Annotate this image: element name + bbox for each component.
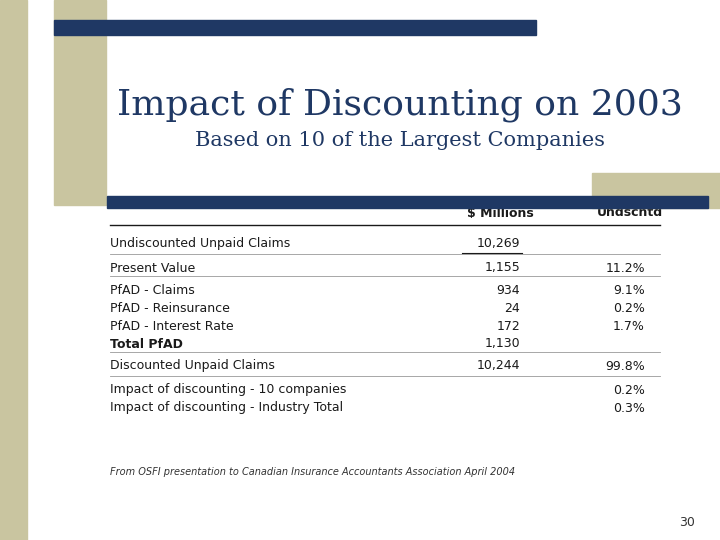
- Text: $ Millions: $ Millions: [467, 206, 534, 219]
- Text: 1.7%: 1.7%: [613, 320, 645, 333]
- Text: 24: 24: [504, 301, 520, 314]
- Text: Impact of discounting - 10 companies: Impact of discounting - 10 companies: [110, 383, 346, 396]
- Text: 9.1%: 9.1%: [613, 284, 645, 296]
- Text: Discounted Unpaid Claims: Discounted Unpaid Claims: [110, 360, 275, 373]
- Text: Undscntd: Undscntd: [597, 206, 663, 219]
- Text: 1,155: 1,155: [485, 261, 520, 274]
- Text: 172: 172: [496, 320, 520, 333]
- Text: Based on 10 of the Largest Companies: Based on 10 of the Largest Companies: [195, 131, 605, 150]
- Text: 0.2%: 0.2%: [613, 383, 645, 396]
- Text: 30: 30: [679, 516, 695, 529]
- Text: 10,244: 10,244: [477, 360, 520, 373]
- Text: Undiscounted Unpaid Claims: Undiscounted Unpaid Claims: [110, 238, 290, 251]
- Text: 0.2%: 0.2%: [613, 301, 645, 314]
- Text: 1,130: 1,130: [485, 338, 520, 350]
- Text: % of: % of: [616, 188, 644, 201]
- Text: Present Value: Present Value: [110, 261, 195, 274]
- Text: PfAD - Interest Rate: PfAD - Interest Rate: [110, 320, 233, 333]
- Text: PfAD - Reinsurance: PfAD - Reinsurance: [110, 301, 230, 314]
- Text: From OSFI presentation to Canadian Insurance Accountants Association April 2004: From OSFI presentation to Canadian Insur…: [110, 467, 515, 477]
- Text: Impact of Discounting on 2003: Impact of Discounting on 2003: [117, 87, 683, 122]
- Text: PfAD - Claims: PfAD - Claims: [110, 284, 194, 296]
- Text: Impact of discounting - Industry Total: Impact of discounting - Industry Total: [110, 402, 343, 415]
- Text: 99.8%: 99.8%: [606, 360, 645, 373]
- Text: 934: 934: [496, 284, 520, 296]
- Text: 11.2%: 11.2%: [606, 261, 645, 274]
- Text: Total PfAD: Total PfAD: [110, 338, 183, 350]
- Text: 10,269: 10,269: [477, 238, 520, 251]
- Text: 0.3%: 0.3%: [613, 402, 645, 415]
